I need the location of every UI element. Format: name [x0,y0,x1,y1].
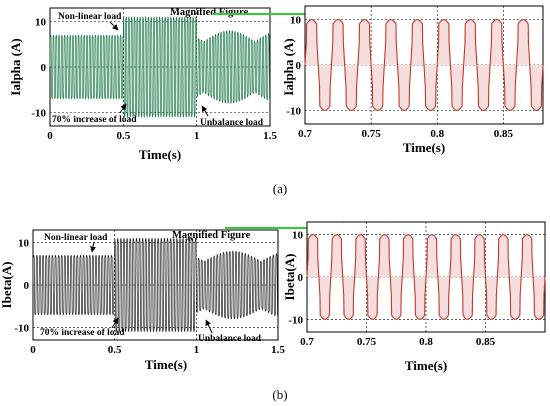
y-axis-label: Ibeta(A) [0,262,14,309]
x-tick-label: 0.85 [476,336,496,348]
x-axis-label: Time(s) [403,140,445,155]
x-tick-label: 0.8 [419,336,433,348]
series-line [49,15,271,119]
annotation-70-increase: 70% increase of load [40,328,125,338]
series-line [304,19,544,111]
y-tick-label: 10 [35,17,47,29]
y-tick-label: -10 [31,107,46,119]
panel-b-overview: 100-10 0 0.5 1 1.5 Ibeta(A) Time(s) Non-lin… [0,229,285,372]
panel-a-zoom: 10 0 -10 0.7 0.75 0.8 0.85 Ialpha (A) Time(s) [281,5,544,155]
annotation-arrow [111,317,119,329]
annotation-arrow [109,21,119,31]
x-tick-label: 1 [194,344,200,356]
y-tick-labels: 10 0 -10 [288,230,303,327]
annotation-arrow [205,319,213,334]
y-tick-label: 10 [292,230,304,242]
y-axis-label: Ialpha (A) [8,38,23,95]
y-tick-label: -10 [286,105,301,117]
annotation-magnified-figure: Magnified Figure [172,230,251,241]
y-tick-label: 0 [41,62,47,74]
x-tick-labels: 0 0.5 1 1.5 [30,344,285,356]
x-tick-label: 0.5 [116,130,130,142]
x-tick-label: 0.75 [361,128,381,140]
y-tick-labels: 10 0 -10 [14,238,29,335]
x-tick-labels: 0 0.5 1 1.5 [47,130,277,142]
y-axis-label: Ibeta(A) [282,254,297,301]
x-tick-label: 0.75 [357,336,377,348]
x-tick-label: 0.5 [108,344,122,356]
series-line [32,237,279,333]
y-tick-labels: 10 0 -10 [31,17,46,120]
y-tick-label: 10 [18,238,30,250]
annotation-arrow [201,105,209,117]
x-tick-label: 0.8 [430,128,444,140]
annotation-arrow [119,103,127,114]
y-tick-label: 0 [24,280,30,292]
x-tick-label: 0.7 [300,336,314,348]
x-tick-label: 0 [47,130,53,142]
caption-a: (a) [273,181,287,196]
panel-b-zoom: 10 0 -10 0.7 0.75 0.8 0.85 Ibeta(A) Time(s) [282,221,546,373]
y-tick-label: 0 [296,60,302,72]
annotation-arrow [90,241,97,253]
y-tick-label: 10 [290,15,302,27]
annotation-unbalance-load: Unbalance load [200,118,264,128]
annotation-magnified-figure: Magnified Figure [170,7,249,18]
annotation-70-increase: 70% increase of load [52,115,137,125]
y-tick-label: 0 [298,272,304,284]
x-axis-label: Time(s) [139,147,181,162]
x-tick-label: 0.85 [494,128,514,140]
caption-b: (b) [272,387,287,402]
x-axis-label: Time(s) [405,358,447,373]
x-tick-label: 0.7 [298,128,312,140]
panel-a-overview: 100-10 0 0.5 1 1.5 Ialpha (A) Time(s) Non-l… [8,7,277,162]
annotation-non-linear-load: Non-linear load [44,233,108,243]
x-axis-label: Time(s) [145,357,187,372]
annotation-unbalance-load: Unbalance load [198,334,262,344]
x-tick-labels: 0.7 0.75 0.8 0.85 [298,128,513,140]
y-tick-label: -10 [14,322,29,334]
x-tick-label: 1 [194,130,200,142]
x-tick-label: 0 [30,344,36,356]
x-tick-label: 1.5 [263,130,277,142]
y-axis-label: Ialpha (A) [281,38,296,95]
x-tick-label: 1.5 [271,344,285,356]
series-line [306,234,546,320]
annotation-non-linear-load: Non-linear load [58,12,122,22]
y-tick-label: -10 [288,314,303,326]
grid [33,230,278,340]
y-tick-labels: 10 0 -10 [286,15,301,118]
x-tick-labels: 0.7 0.75 0.8 0.85 [300,336,496,348]
